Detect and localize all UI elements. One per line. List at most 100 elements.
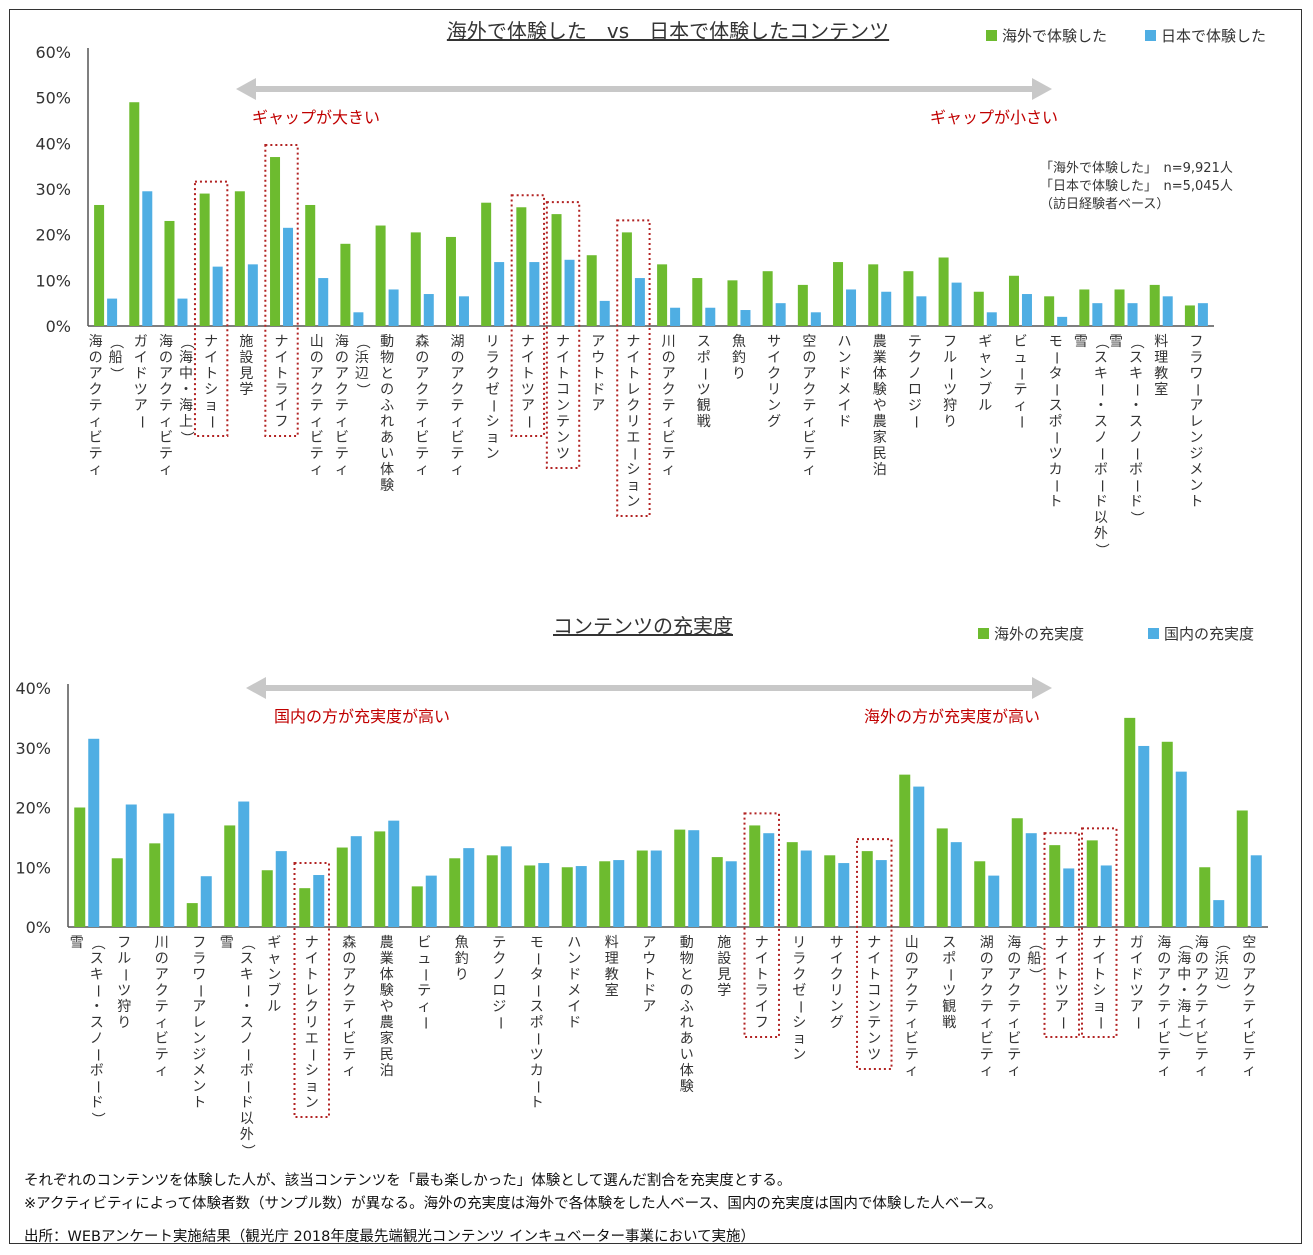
x-tick-char: ド [642, 983, 656, 999]
x-tick-char: ィ [802, 414, 816, 430]
x-tick-char: イ [755, 951, 769, 967]
x-tick-char: リ [792, 935, 806, 951]
x-tick-char: ー [89, 984, 105, 998]
x-tick-char: ビ [310, 430, 324, 446]
x-tick-char: レ [1189, 414, 1203, 430]
x-tick-char: メ [838, 382, 852, 398]
x-tick-char: ー [1128, 383, 1144, 397]
x-tick-char: ー [1048, 479, 1064, 493]
x-tick-char: イ [867, 951, 881, 967]
bar-overseas-satisfaction [524, 865, 536, 927]
x-tick-char: テ [905, 1047, 919, 1063]
x-tick-char: ジ [1189, 446, 1203, 462]
x-tick-char: ジ [908, 398, 922, 414]
x-tick-char: ィ [1013, 398, 1027, 414]
x-tick-char: ス [90, 1015, 104, 1031]
bar-japan-experienced [670, 307, 681, 326]
x-tick-char: 外 [240, 1127, 254, 1143]
x-tick-char: タ [1049, 366, 1063, 382]
x-tick-char: ノ [908, 366, 922, 382]
chart2-legend-label-overseas: 海外の充実度 [994, 625, 1084, 643]
x-tick-char: ン [486, 446, 500, 462]
x-tick-char: 狩 [117, 999, 131, 1015]
x-tick-char: 民 [873, 446, 887, 462]
highlight-box [616, 219, 651, 517]
y-tick-label: 0% [46, 317, 71, 336]
bar-overseas-satisfaction [636, 850, 648, 927]
x-tick-char: イ [626, 350, 640, 366]
x-tick-char: ル [943, 350, 957, 366]
x-tick-char: 森 [342, 935, 356, 951]
x-tick-char: ト [755, 967, 769, 983]
x-tick-char: ア [1007, 967, 1021, 983]
x-tick-char: 教 [605, 967, 619, 983]
bar-overseas-satisfaction [74, 807, 86, 927]
x-tick-char: ラ [792, 951, 806, 967]
bar-domestic-satisfaction [125, 804, 137, 927]
x-tick-char: の [155, 951, 169, 967]
bar-domestic-satisfaction [313, 875, 325, 927]
x-tick-char: 釣 [455, 951, 469, 967]
chart1-legend-label-japan: 日本で体験した [1161, 27, 1266, 45]
bar-japan-experienced [247, 264, 258, 326]
x-tick-char: ビ [450, 430, 464, 446]
x-tick-char: シ [1092, 983, 1106, 999]
y-tick-label: 40% [35, 134, 71, 153]
x-tick-char: シ [486, 414, 500, 430]
x-tick-char: 戦 [697, 414, 711, 430]
x-tick-char: ） [108, 367, 124, 381]
x-tick-char: テ [1157, 999, 1171, 1015]
x-tick-char: テ [802, 398, 816, 414]
x-tick-char: 業 [873, 350, 887, 366]
x-tick-char: ギ [267, 935, 281, 951]
x-tick-char: ビ [1013, 334, 1027, 350]
x-tick-char: ア [155, 967, 169, 983]
x-tick-char: ン [267, 967, 281, 983]
x-tick-char: ゼ [792, 983, 806, 999]
bar-japan-experienced [1021, 294, 1032, 326]
bar-domestic-satisfaction [838, 863, 850, 927]
x-tick-char: の [1195, 951, 1209, 967]
x-tick-char: 体 [873, 366, 887, 382]
x-tick-char: ・ [1094, 398, 1108, 414]
bar-overseas-satisfaction [411, 886, 423, 927]
x-tick-char: ） [1093, 543, 1109, 557]
x-tick-char: ド [90, 1095, 104, 1111]
x-tick-char: ツ [1055, 983, 1069, 999]
bar-domestic-satisfaction [88, 738, 100, 927]
bar-domestic-satisfaction [538, 863, 550, 927]
x-tick-char: ド [567, 1015, 581, 1031]
bar-domestic-satisfaction [1213, 900, 1225, 927]
bar-domestic-satisfaction [238, 801, 250, 927]
bar-domestic-satisfaction [800, 850, 812, 927]
x-tick-char: イ [1055, 951, 1069, 967]
bar-japan-experienced [1197, 303, 1208, 326]
x-tick-char: ィ [980, 1015, 994, 1031]
x-tick-char: ス [1094, 414, 1108, 430]
x-tick-char: ー [116, 968, 132, 982]
x-tick-char: イ [830, 951, 844, 967]
x-tick-char: ） [1026, 968, 1042, 982]
bar-domestic-satisfaction [463, 848, 475, 927]
x-tick-char: り [732, 366, 746, 382]
x-tick-char: ー [696, 367, 712, 381]
x-tick-char: イ [755, 999, 769, 1015]
highlight-box [1081, 827, 1118, 1038]
x-tick-char: ー [1048, 431, 1064, 445]
bar-overseas-satisfaction [974, 861, 986, 927]
x-tick-char: フ [1189, 334, 1203, 350]
x-tick-char: ビ [1195, 1031, 1209, 1047]
x-tick-char: 中 [179, 366, 193, 382]
x-tick-char: ク [1242, 983, 1256, 999]
x-tick-char: ） [1128, 511, 1144, 525]
x-tick-char: ィ [310, 462, 324, 478]
bar-japan-experienced [740, 310, 751, 326]
